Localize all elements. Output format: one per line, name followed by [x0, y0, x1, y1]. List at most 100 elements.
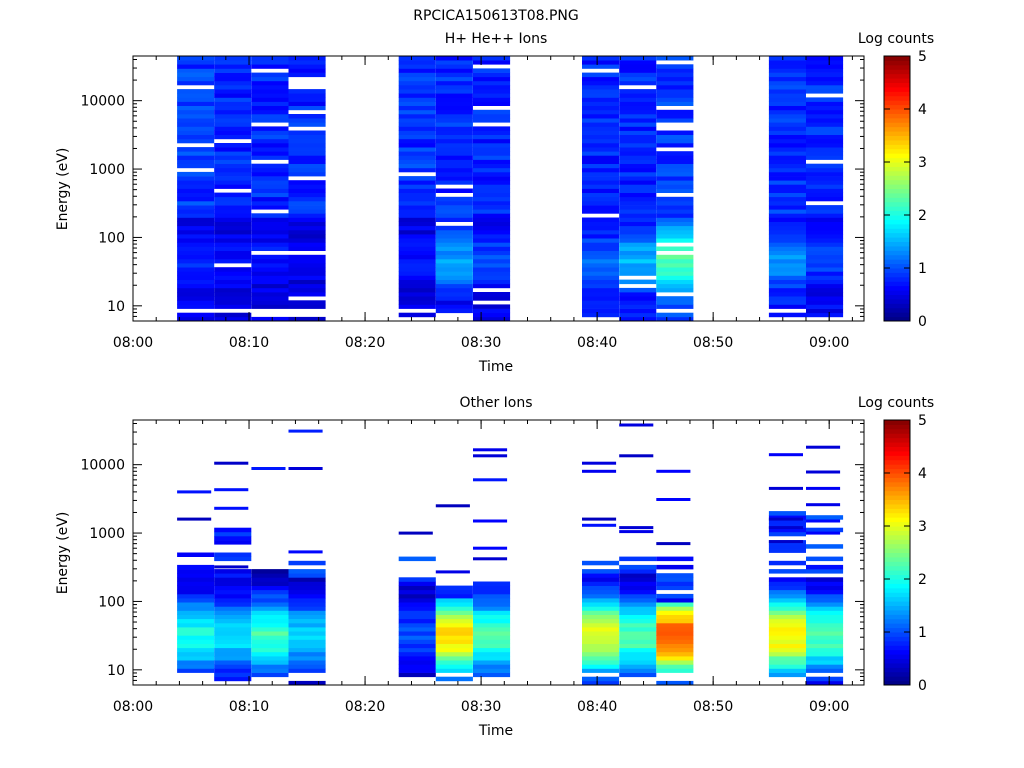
- heatmap-cell: [214, 130, 252, 135]
- heatmap-cell: [806, 304, 844, 309]
- colorbar-segment: [884, 276, 910, 282]
- heatmap-cell: [177, 134, 215, 140]
- heatmap-cell: [768, 275, 806, 280]
- heatmap-cell: [214, 89, 252, 94]
- heatmap-cell: [656, 97, 694, 102]
- heatmap-cell: [214, 556, 252, 562]
- heatmap-cell: [806, 163, 844, 169]
- colorbar-segment: [884, 206, 910, 212]
- heatmap-cell: [768, 89, 806, 94]
- colorbar-segment: [884, 671, 910, 677]
- heatmap-cell: [177, 114, 215, 119]
- heatmap-cell: [288, 229, 326, 235]
- heatmap-cell: [473, 56, 511, 61]
- heatmap-cell: [619, 130, 657, 135]
- sparse-energy-line: [288, 467, 323, 470]
- heatmap-cell: [582, 635, 620, 640]
- heatmap-cell: [656, 627, 694, 632]
- heatmap-cell: [582, 593, 620, 599]
- heatmap-cell: [619, 258, 657, 264]
- heatmap-cell: [398, 668, 436, 673]
- heatmap-cell: [473, 610, 511, 615]
- sparse-energy-line: [768, 486, 803, 490]
- heatmap-cell: [473, 151, 511, 156]
- heatmap-cell: [619, 635, 657, 640]
- sparse-energy-line: [582, 517, 617, 521]
- heatmap-cell: [582, 560, 620, 566]
- heatmap-cell: [473, 618, 511, 624]
- heatmap-cell: [473, 614, 511, 620]
- heatmap-cell: [473, 147, 511, 152]
- heatmap-cell: [768, 589, 806, 595]
- colorbar-tick-label: 5: [918, 413, 927, 429]
- heatmap-cell: [398, 556, 436, 562]
- colorbar-segment: [884, 473, 910, 478]
- heatmap-cell: [251, 651, 289, 657]
- heatmap-cell: [768, 68, 806, 73]
- heatmap-cell: [806, 660, 844, 665]
- sparse-energy-line: [177, 490, 212, 494]
- heatmap-cell: [398, 109, 436, 115]
- heatmap-cell: [473, 292, 511, 297]
- heatmap-cell: [768, 138, 806, 144]
- heatmap-cell: [177, 664, 215, 669]
- heatmap-cell: [398, 254, 436, 260]
- colorbar-segment: [884, 455, 910, 461]
- heatmap-cell: [214, 668, 252, 673]
- colorbar-segment: [884, 556, 910, 562]
- heatmap-cell: [177, 213, 215, 218]
- heatmap-cell: [582, 176, 620, 181]
- heatmap-cell: [656, 225, 694, 231]
- heatmap-cell: [398, 300, 436, 305]
- heatmap-cell: [177, 234, 215, 239]
- heatmap-cell: [214, 589, 252, 595]
- heatmap-cell: [398, 585, 436, 591]
- heatmap-cell: [582, 200, 620, 206]
- panel-other-ions: Other Ions Log counts Time Energy (eV) 0…: [55, 395, 934, 739]
- heatmap-cell: [619, 93, 657, 98]
- x-tick-label: 08:00: [113, 699, 153, 715]
- heatmap-cell: [214, 238, 252, 243]
- heatmap-cell: [656, 72, 694, 78]
- heatmap-cell: [768, 263, 806, 268]
- heatmap-cell: [251, 138, 289, 144]
- heatmap-cell: [214, 292, 252, 297]
- heatmap-cell: [288, 585, 326, 591]
- colorbar-segment: [884, 570, 910, 576]
- heatmap-cell: [806, 122, 844, 127]
- heatmap-cell: [473, 126, 511, 131]
- heatmap-cell: [473, 271, 511, 276]
- heatmap-cell: [214, 229, 252, 235]
- heatmap-cell: [177, 263, 215, 268]
- heatmap-cell: [214, 527, 252, 533]
- heatmap-cell: [177, 250, 215, 256]
- heatmap-cell: [288, 167, 326, 173]
- heatmap-cell: [288, 159, 326, 164]
- colorbar-segment: [884, 73, 910, 79]
- heatmap-cell: [435, 163, 473, 169]
- heatmap-cell: [288, 668, 326, 673]
- heatmap-cell: [582, 159, 620, 164]
- heatmap-cell: [619, 147, 657, 152]
- heatmap-cell: [288, 138, 326, 144]
- heatmap-cell: [435, 105, 473, 111]
- heatmap-cell: [768, 80, 806, 86]
- heatmap-cell: [288, 72, 326, 78]
- heatmap-cell: [214, 176, 252, 181]
- heatmap-cell: [582, 143, 620, 148]
- heatmap-cell: [435, 589, 473, 595]
- heatmap-cell: [768, 234, 806, 239]
- heatmap-cell: [251, 275, 289, 280]
- heatmap-cell: [214, 614, 252, 620]
- colorbar-segment: [884, 259, 910, 265]
- colorbar-tick-label: 4: [918, 102, 927, 118]
- heatmap-cell: [214, 606, 252, 611]
- heatmap-cell: [214, 656, 252, 661]
- heatmap-cell: [214, 80, 252, 86]
- heatmap-cell: [582, 250, 620, 256]
- colorbar-segment: [884, 184, 910, 189]
- heatmap-cell: [582, 155, 620, 160]
- heatmap-cell: [288, 217, 326, 222]
- heatmap-cell: [288, 188, 326, 193]
- heatmap-cell: [806, 292, 844, 297]
